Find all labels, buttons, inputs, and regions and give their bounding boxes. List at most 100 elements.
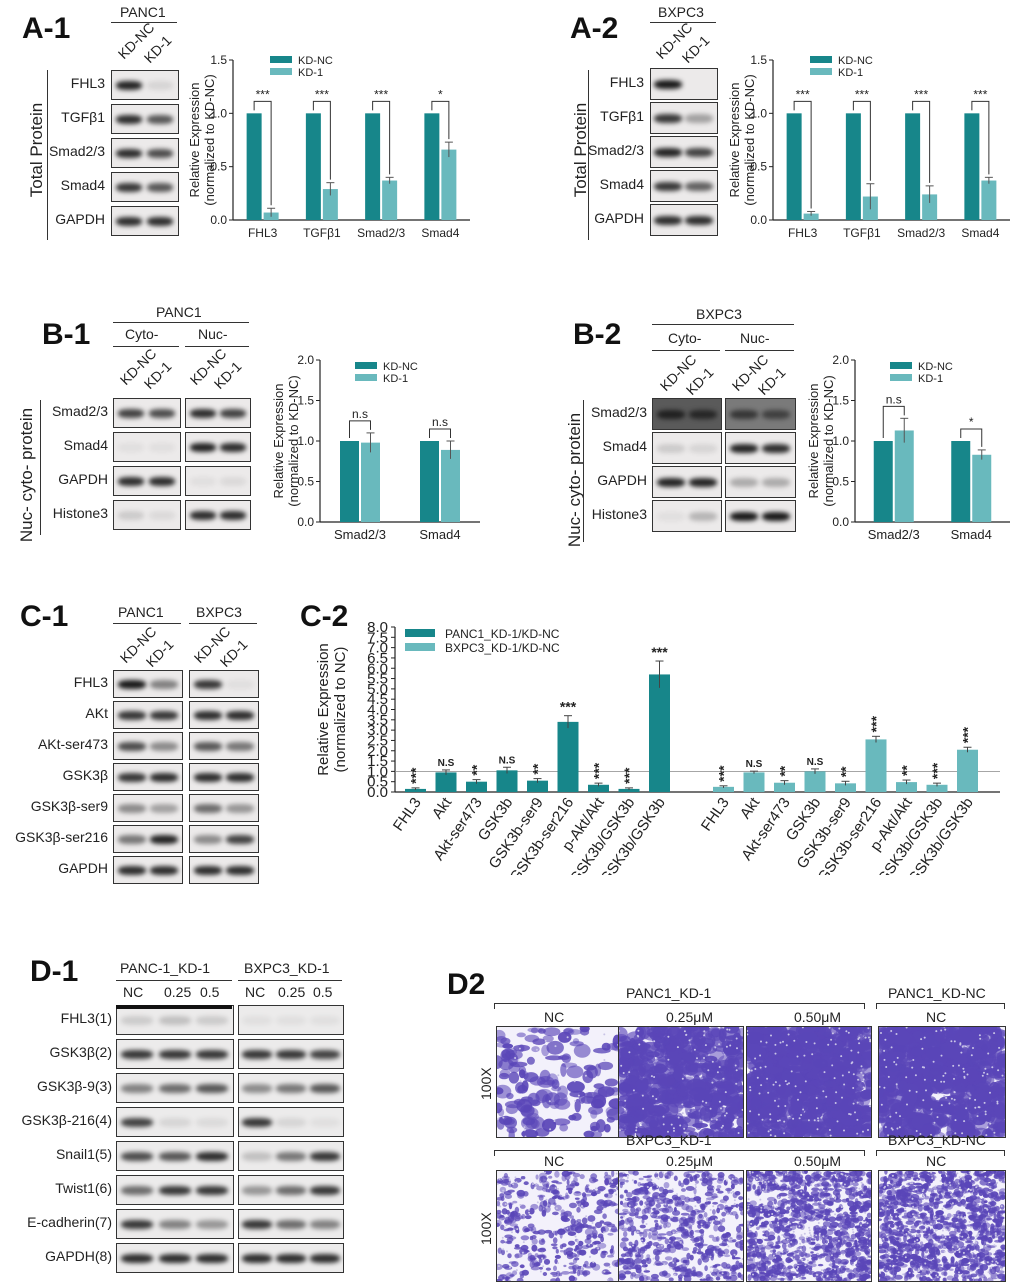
blot-band [685,216,713,225]
condition-label: NC [926,1153,946,1169]
blot-band [196,1118,228,1127]
blot-band [310,1254,340,1263]
condition-label: NC [926,1009,946,1025]
blot-row-label: Smad4 [0,177,105,193]
blot-band [121,1220,153,1229]
blot-band [147,183,173,192]
blot-row-label: GSK3β-216(4) [0,1112,112,1128]
sig-bracket [350,421,371,438]
blot-band [685,148,713,157]
x-tick-label: TGFβ1 [303,226,341,240]
legend-label: KD-NC [918,361,953,373]
fraction-b1-1: Nuc- [198,326,228,342]
blot-band [730,444,758,453]
bar [846,113,861,220]
blot-band [654,80,682,89]
sig-label: ** [777,765,793,776]
sig-label: ** [530,763,546,774]
condition-label: NC [544,1009,564,1025]
bar [649,674,670,792]
blot-row-label: GSK3β-ser216 [0,829,108,845]
group-label: PANC1_KD-NC [888,985,986,1001]
transwell-image [878,1170,1006,1282]
blot-band [159,1254,191,1263]
blot-strip [113,398,181,428]
blot-strip [652,466,722,498]
sig-label: *** [868,715,884,732]
x-tick-label: Smad4 [961,226,999,240]
bar [441,150,456,220]
blot-band [276,1118,306,1127]
x-tick-label: Smad2/3 [897,226,945,240]
sig-label: N.S [807,757,824,768]
blot-row-label: TGFβ1 [524,108,644,124]
blot-row-label: Snail1(5) [0,1146,112,1162]
blot-row-label: Smad2/3 [0,403,108,419]
x-tick-label: Akt [429,794,456,822]
blot-row-label: Smad4 [0,437,108,453]
sig-label: ** [469,764,485,775]
blot-band [685,182,713,191]
y-tick-label: 0.0 [832,515,849,529]
blot-strip [116,1209,234,1239]
sig-label: N.S [746,759,763,770]
sig-label: *** [651,644,668,660]
legend-swatch [890,362,912,369]
blot-strip [111,172,179,202]
blot-band [116,149,142,158]
blot-band [194,773,222,782]
x-tick-label: FHL3 [788,226,818,240]
blot-band [196,1050,228,1059]
blot-band [147,217,173,226]
blot-band [196,1084,228,1093]
y-axis-label: (normalized to NC) [332,647,349,773]
sig-label: *** [374,87,388,101]
blot-row-label: Smad2/3 [524,142,644,158]
y-axis-label: Relative Expression [315,643,332,776]
blot-band [190,511,216,520]
legend-label: KD-NC [298,55,333,67]
blot-strip [113,825,183,853]
legend-label: KD-1 [918,373,943,385]
blot-band [654,114,682,123]
panel-label-c1: C-1 [20,600,68,634]
blot-band [159,1050,191,1059]
x-tick-label: Smad4 [419,527,460,542]
legend-swatch [355,374,377,381]
transwell-image [878,1026,1006,1138]
blot-strip [116,1141,234,1171]
bar [964,113,979,220]
blot-strip [113,732,183,760]
bar [905,113,920,220]
blot-band [276,1152,306,1161]
y-axis-label: Relative Expression [187,83,202,198]
sig-label: ** [838,766,854,777]
transwell-image [618,1170,744,1282]
blot-band [159,1084,191,1093]
blot-band [150,711,178,720]
bar [874,441,893,522]
sig-label: *** [973,87,987,101]
blot-strip [185,466,251,496]
y-tick-label: 0.0 [210,213,227,227]
sig-bracket [430,429,451,438]
blot-row-label: GSK3β-ser9 [0,798,108,814]
cell-line-c1-0: PANC1 [118,604,164,620]
blot-band [220,477,246,486]
blot-band [118,409,144,418]
blot-band [310,1220,340,1229]
blot-row-label: GAPDH [0,471,108,487]
x-tick-label: FHL3 [390,795,425,835]
blot-row-label: Smad4 [524,176,644,192]
blot-band [196,1152,228,1161]
blot-band [150,835,178,844]
blot-band [762,410,790,419]
blot-strip [111,104,179,134]
blot-strip [238,1209,344,1239]
lane-d1-1: 0.25 [164,984,191,1000]
condition-label: NC [544,1153,564,1169]
blot-strip [116,1073,234,1103]
blot-band [242,1220,272,1229]
blot-strip [652,398,722,430]
